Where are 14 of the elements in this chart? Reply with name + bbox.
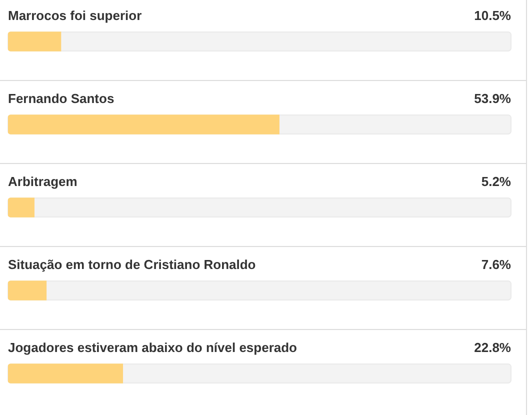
y-tick-label: Fernando Santos xyxy=(8,91,114,106)
bar xyxy=(8,32,62,52)
y-tick-label: Marrocos foi superior xyxy=(8,8,142,24)
bar xyxy=(8,364,124,384)
y-tick-label: Arbitragem xyxy=(8,174,78,190)
y-tick-label: Situação em torno de Cristiano Ronaldo xyxy=(8,257,256,272)
bar xyxy=(8,280,47,300)
data-label: 22.8% xyxy=(474,340,512,356)
data-label: 7.6% xyxy=(481,257,512,272)
y-tick-label: Jogadores estiveram abaixo do nível esperado xyxy=(8,340,298,356)
data-label: 5.2% xyxy=(481,174,512,190)
data-label: 10.5% xyxy=(474,8,512,24)
bar xyxy=(8,198,34,218)
data-label: 53.9% xyxy=(474,91,512,106)
